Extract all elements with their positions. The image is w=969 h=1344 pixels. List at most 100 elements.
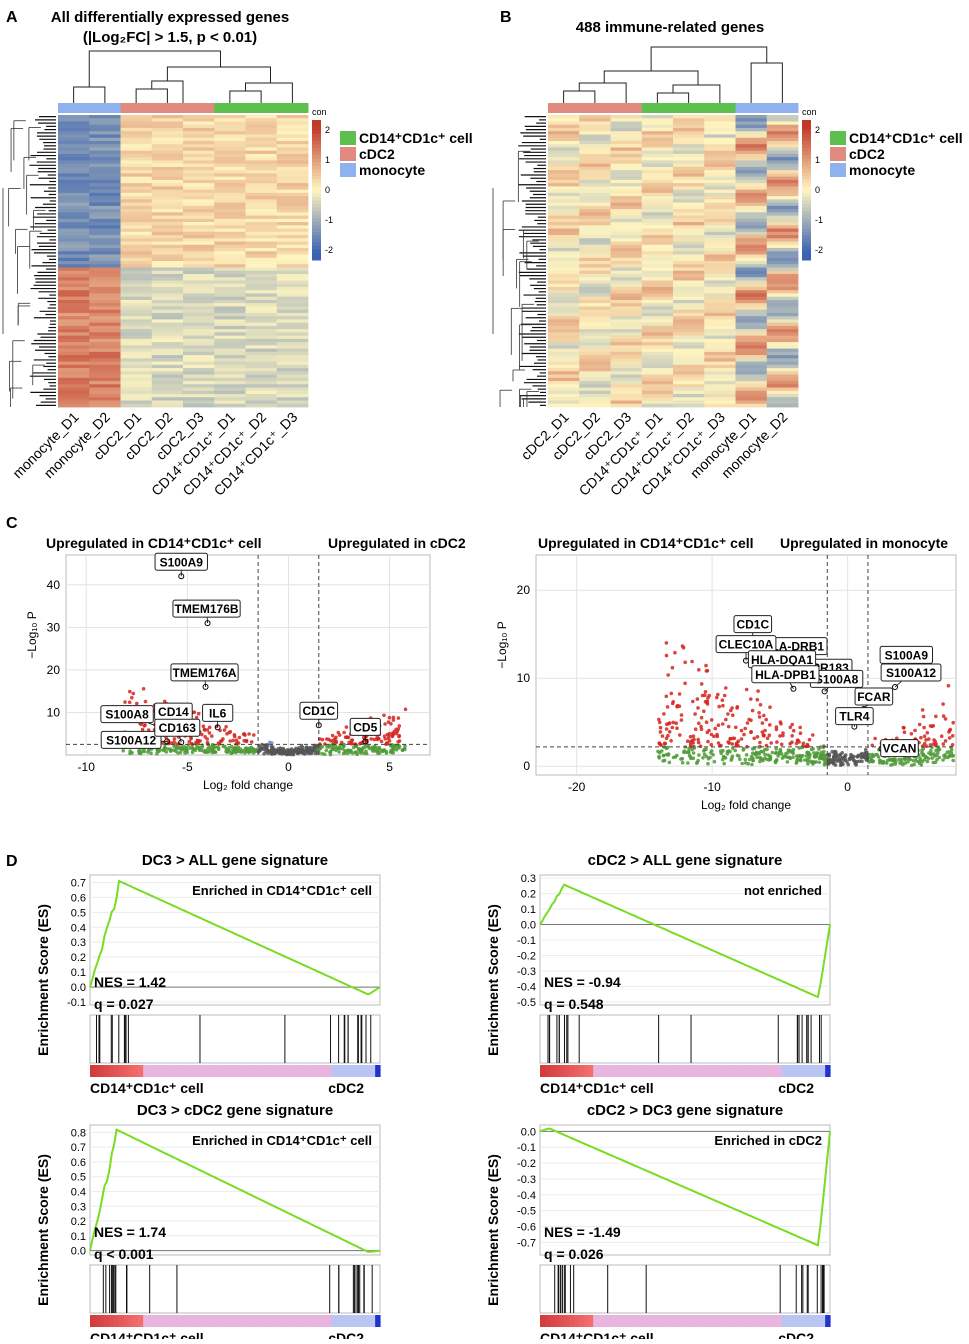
heatmap-cell <box>214 273 246 278</box>
heatmap-cell <box>704 312 736 317</box>
heatmap-cell <box>151 212 184 216</box>
volcano-point <box>716 741 721 745</box>
heatmap-cell <box>276 183 309 187</box>
annotation-cell <box>214 103 246 113</box>
heatmap-cell <box>245 264 278 268</box>
volcano-point <box>784 752 788 756</box>
gene-label-box <box>879 645 934 664</box>
heatmap-cell <box>245 176 278 181</box>
heatmap-cell <box>673 338 705 343</box>
volcano-point <box>947 736 952 740</box>
volcano-point <box>924 738 928 742</box>
heatmap-cell <box>245 280 278 285</box>
heatmap-cell <box>766 157 799 161</box>
heatmap-cell <box>641 273 674 278</box>
heatmap-cell <box>579 192 611 197</box>
gsea-rank-bar <box>757 1065 763 1077</box>
heatmap-cell <box>548 179 580 184</box>
heatmap-cell <box>183 319 215 324</box>
heatmap-cell <box>58 196 90 200</box>
heatmap-cell <box>704 118 736 122</box>
heatmap-cell <box>579 225 611 229</box>
y-tick-label: 30 <box>47 620 61 634</box>
heatmap-cell <box>673 244 705 249</box>
heatmap-cell <box>276 296 309 301</box>
heatmap-cell <box>183 215 215 220</box>
gsea-rank-bar <box>230 1315 236 1327</box>
volcano-point <box>779 752 784 756</box>
volcano-point <box>728 736 732 741</box>
gsea-rank-bar <box>718 1315 725 1327</box>
gsea-plot-area <box>89 874 381 1006</box>
heatmap-cell <box>766 225 799 229</box>
heatmap-cell <box>548 374 580 379</box>
heatmap-cell <box>58 264 90 268</box>
volcano-point <box>801 741 806 746</box>
heatmap-cell <box>735 215 768 220</box>
volcano-point <box>172 748 176 752</box>
heatmap-cell <box>579 319 611 324</box>
heatmap-cell <box>641 400 674 405</box>
heatmap-cell <box>548 147 580 152</box>
gsea-note: not enriched <box>744 883 822 898</box>
heatmap-cell <box>151 248 184 252</box>
heatmap-cell <box>548 394 580 398</box>
heatmap-cell <box>183 189 215 194</box>
gsea-rank-bar <box>181 1315 188 1327</box>
heatmap-cell <box>89 384 121 388</box>
color-key-swatch <box>312 179 321 184</box>
heatmap-cell <box>214 384 246 388</box>
volcano-point <box>391 731 395 735</box>
heatmap-cell <box>735 267 768 272</box>
heatmap-cell <box>183 131 215 135</box>
volcano-point <box>299 750 304 755</box>
heatmap-cell <box>151 251 184 255</box>
heatmap-cell <box>579 293 611 298</box>
heatmap-cell <box>245 290 278 294</box>
heatmap-cell <box>548 286 580 291</box>
heatmap-cell <box>151 293 184 298</box>
heatmap-cell <box>89 144 121 148</box>
heatmap-cell <box>704 153 736 158</box>
heatmap-cell <box>610 312 643 317</box>
heatmap-cell <box>89 248 121 252</box>
heatmap-cell <box>151 312 184 317</box>
heatmap-cell <box>641 325 674 330</box>
heatmap-cell <box>120 332 153 337</box>
heatmap-cell <box>548 157 580 161</box>
heatmap-cell <box>245 251 278 255</box>
heatmap-cell <box>151 351 184 356</box>
column-dendrogram-branch <box>578 82 627 103</box>
heatmap-cell <box>151 290 184 294</box>
heatmap-cell <box>766 170 799 174</box>
heatmap-cell <box>276 277 309 281</box>
gsea-rank-bar <box>564 1065 570 1077</box>
color-key-title: con <box>802 107 817 117</box>
volcano-point <box>351 745 356 750</box>
heatmap-cell <box>735 345 768 349</box>
volcano-point <box>774 758 779 762</box>
gsea-rank-bar <box>786 1065 792 1077</box>
gsea-rank-bar <box>767 1065 773 1077</box>
heatmap-cell <box>214 137 246 142</box>
volcano-point <box>670 725 675 730</box>
volcano-point <box>950 734 955 738</box>
heatmap-cell <box>276 261 309 265</box>
heatmap-cell <box>183 202 215 207</box>
heatmap-cell <box>214 153 246 158</box>
heatmap-cell <box>183 283 215 288</box>
gsea-rank-bar <box>718 1065 725 1077</box>
gsea-y-tick: 0.3 <box>71 937 86 949</box>
heatmap-cell <box>245 348 278 353</box>
heatmap-cell <box>120 147 153 152</box>
color-key-swatch <box>802 151 811 156</box>
color-key-swatch <box>802 127 811 131</box>
heatmap-cell <box>766 377 799 382</box>
volcano-point <box>715 732 719 737</box>
heatmap-cell <box>214 361 246 366</box>
heatmap-cell <box>766 254 799 259</box>
gsea-rank-bar <box>244 1065 251 1077</box>
volcano-point <box>244 749 249 754</box>
gsea-rank-bar <box>578 1315 585 1327</box>
heatmap-cell <box>89 153 121 158</box>
